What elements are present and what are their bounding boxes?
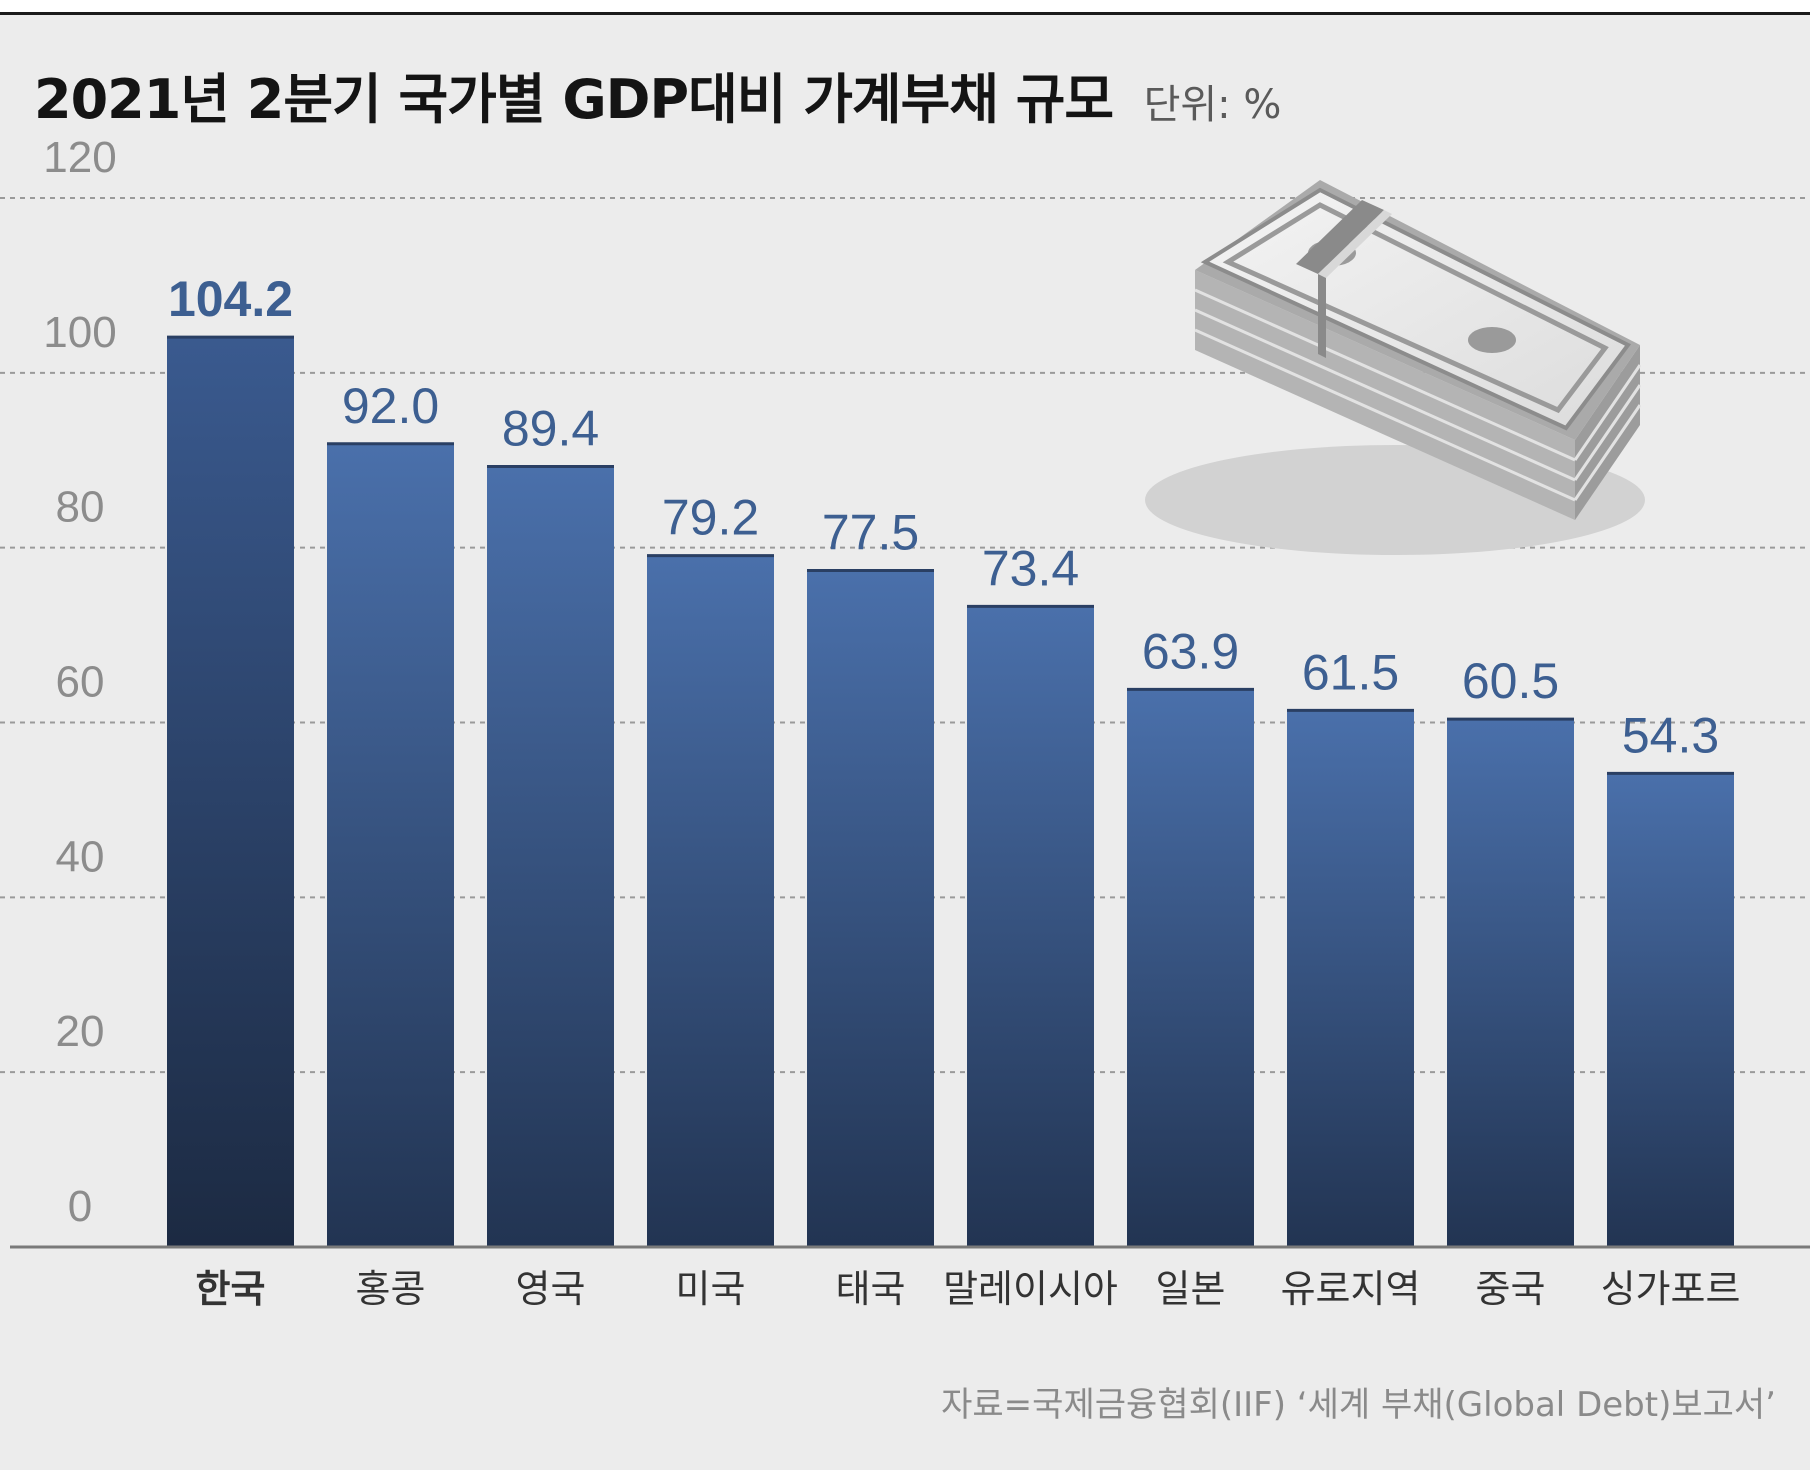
category-labels: 한국 홍콩 영국 미국 태국 말레이시아 일본 유로지역 중국 싱가포르 [196,1267,1741,1311]
y-tick-label: 60 [56,658,105,707]
category-label: 태국 [836,1267,906,1311]
value-label: 73.4 [982,540,1079,596]
value-label: 92.0 [342,378,439,434]
y-tick-label: 120 [43,133,116,182]
bar [1447,718,1574,1247]
bar [327,442,454,1247]
bar [1287,709,1414,1247]
category-label: 일본 [1156,1267,1226,1311]
category-label: 영국 [516,1267,586,1311]
value-labels: 104.2 92.0 89.4 79.2 77.5 73.4 63.9 61.5 60.5 54.… [168,271,1719,763]
value-label: 63.9 [1142,623,1239,679]
bar [807,569,934,1247]
y-tick-label: 100 [43,308,116,357]
value-label: 79.2 [662,490,759,546]
bar [1607,772,1734,1247]
bar [967,605,1094,1247]
value-label: 61.5 [1302,644,1399,700]
value-label: 89.4 [502,400,599,456]
bar [487,465,614,1247]
category-label: 중국 [1476,1267,1546,1311]
category-label: 싱가포르 [1601,1267,1741,1311]
y-tick-label: 20 [56,1007,105,1056]
value-label: 77.5 [822,505,919,561]
unit-label: 단위: % [1143,82,1282,128]
chart-title: 2021년 2분기 국가별 GDP대비 가계부채 규모 [34,68,1114,131]
y-axis-ticks: 0 20 40 60 80 100 120 [43,133,116,1231]
title-row: 2021년 2분기 국가별 GDP대비 가계부채 규모 단위: % [34,55,1281,134]
category-label: 유로지역 [1281,1267,1421,1311]
source-note: 자료=국제금융협회(IIF) ‘세계 부채(Global Debt)보고서’ [941,1385,1776,1425]
category-label: 홍콩 [356,1267,426,1311]
y-tick-label: 40 [56,832,105,881]
y-tick-label: 80 [56,483,105,532]
bar [647,554,774,1247]
y-tick-label: 0 [68,1182,92,1231]
value-label: 104.2 [168,271,293,327]
value-label: 54.3 [1622,707,1719,763]
category-label: 한국 [196,1267,266,1311]
stacked-cash-bundle-icon [1145,180,1645,555]
bar [167,336,294,1247]
category-label: 말레이시아 [943,1267,1118,1311]
gridlines [0,197,1810,1074]
bars [167,335,1734,1247]
value-label: 60.5 [1462,653,1559,709]
bar [1127,688,1254,1247]
category-label: 미국 [676,1267,746,1311]
